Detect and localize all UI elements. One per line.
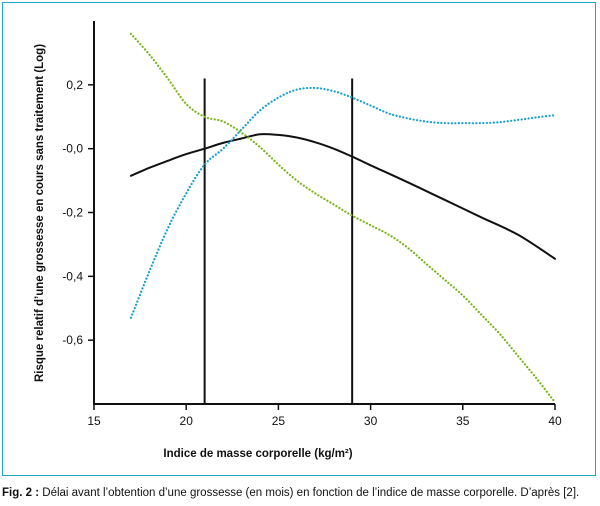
y-tick-label: -0,2 — [62, 206, 83, 220]
bmi-risk-chart: 15 20 25 30 35 40 0,2 -0,0 -0,2 -0,4 -0,6 Indice de… — [34, 21, 562, 460]
x-tick-label: 25 — [272, 414, 286, 428]
x-tick-label: 35 — [456, 414, 470, 428]
y-tick-label: -0,0 — [62, 142, 83, 156]
x-tick-label: 40 — [548, 414, 562, 428]
y-axis-title: Risque relatif d’une grossesse en cours … — [34, 44, 46, 382]
x-axis-title: Indice de masse corporelle (kg/m²) — [163, 448, 352, 460]
figure-frame: 15 20 25 30 35 40 0,2 -0,0 -0,2 -0,4 -0,6 Indice de… — [2, 2, 596, 476]
x-tick-label: 15 — [87, 414, 101, 428]
y-tick-label: -0,4 — [62, 269, 83, 283]
caption-text: Délai avant l’obtention d’une grossesse … — [39, 487, 580, 499]
y-tick-label: -0,6 — [62, 333, 83, 347]
lower-confidence-line — [129, 32, 557, 404]
figure-caption: Fig. 2 : Délai avant l’obtention d’une g… — [2, 487, 598, 499]
x-tick-label: 30 — [364, 414, 378, 428]
risk-estimate-line — [129, 133, 556, 260]
y-tick-label: 0,2 — [66, 78, 83, 92]
upper-confidence-line — [129, 86, 557, 319]
x-tick-label: 20 — [180, 414, 194, 428]
caption-label: Fig. 2 : — [2, 487, 40, 499]
